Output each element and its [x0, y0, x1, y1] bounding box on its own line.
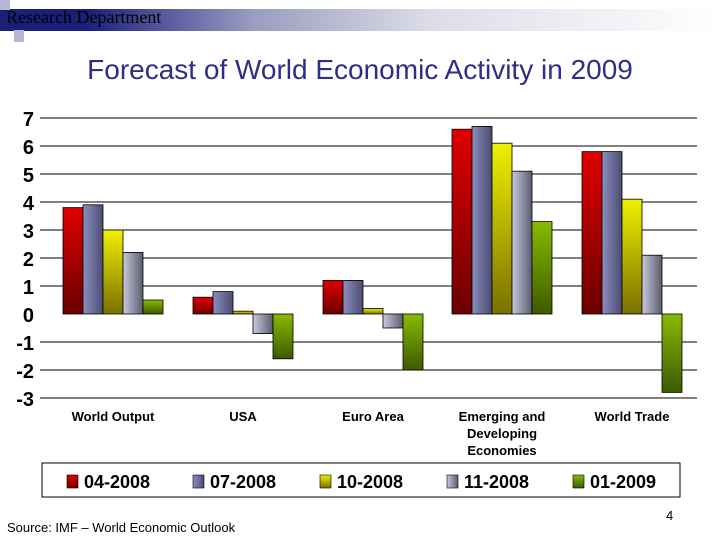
x-tick-label: Economies	[467, 443, 536, 458]
legend-label: 10-2008	[337, 472, 403, 492]
legend-swatch	[66, 474, 79, 489]
bar-04-2008-world-output	[62, 207, 84, 315]
bar-10-2008-emerging-and-developing-economies	[491, 142, 513, 315]
x-tick-label: World Output	[72, 409, 155, 424]
legend-label: 07-2008	[210, 472, 276, 492]
bar-04-2008-world-trade	[581, 151, 603, 315]
decor-square	[14, 30, 24, 42]
bar-01-2009-world-trade	[661, 313, 683, 393]
y-tick-label: 6	[23, 137, 34, 159]
bar-07-2008-world-output	[82, 204, 104, 315]
y-tick-label: 2	[23, 249, 34, 271]
chart-title: Forecast of World Economic Activity in 2…	[87, 54, 633, 85]
y-tick-label: 5	[23, 165, 34, 187]
department-label: Research Department	[6, 7, 162, 27]
bar-10-2008-world-trade	[621, 198, 643, 315]
legend-label: 01-2009	[590, 472, 656, 492]
bar-11-2008-usa	[252, 313, 274, 335]
bar-04-2008-emerging-and-developing-economies	[451, 128, 473, 315]
x-tick-label: Developing	[467, 426, 537, 441]
legend-label: 11-2008	[464, 472, 529, 492]
bar-04-2008-usa	[192, 296, 214, 315]
bar-01-2009-usa	[272, 313, 294, 360]
y-tick-label: 1	[23, 277, 34, 299]
x-tick-label: World Trade	[595, 409, 670, 424]
legend-swatch	[572, 474, 585, 489]
legend-swatch	[192, 474, 205, 489]
source-note: Source: IMF – World Economic Outlook	[7, 520, 236, 535]
bar-10-2008-world-output	[102, 229, 124, 315]
y-tick-label: 7	[23, 109, 34, 131]
legend-swatch	[446, 474, 459, 489]
bar-07-2008-euro-area	[342, 279, 364, 315]
x-tick-label: USA	[229, 409, 257, 424]
bar-10-2008-euro-area	[362, 307, 384, 315]
bar-07-2008-usa	[212, 291, 234, 315]
x-tick-label: Emerging and	[459, 409, 546, 424]
x-tick-label: Euro Area	[342, 409, 404, 424]
legend-swatch	[319, 474, 332, 489]
bar-01-2009-emerging-and-developing-economies	[531, 221, 553, 315]
bar-11-2008-emerging-and-developing-economies	[511, 170, 533, 315]
bar-10-2008-usa	[232, 310, 254, 315]
decor-square	[0, 0, 10, 10]
legend-label: 04-2008	[84, 472, 150, 492]
page-number: 4	[666, 508, 674, 523]
header-band	[0, 9, 720, 31]
bar-04-2008-euro-area	[322, 279, 344, 315]
bar-11-2008-world-output	[122, 251, 144, 315]
y-tick-label: -2	[16, 361, 34, 383]
bar-07-2008-world-trade	[601, 151, 623, 315]
y-tick-label: 3	[23, 221, 34, 243]
bar-01-2009-world-output	[142, 299, 164, 315]
bar-11-2008-euro-area	[382, 313, 404, 329]
y-tick-label: -1	[16, 333, 34, 355]
bar-07-2008-emerging-and-developing-economies	[471, 126, 493, 315]
y-tick-label: 0	[23, 305, 34, 327]
bar-01-2009-euro-area	[402, 313, 424, 371]
bar-11-2008-world-trade	[641, 254, 663, 315]
y-tick-label: -3	[16, 389, 34, 411]
y-tick-label: 4	[23, 193, 35, 215]
